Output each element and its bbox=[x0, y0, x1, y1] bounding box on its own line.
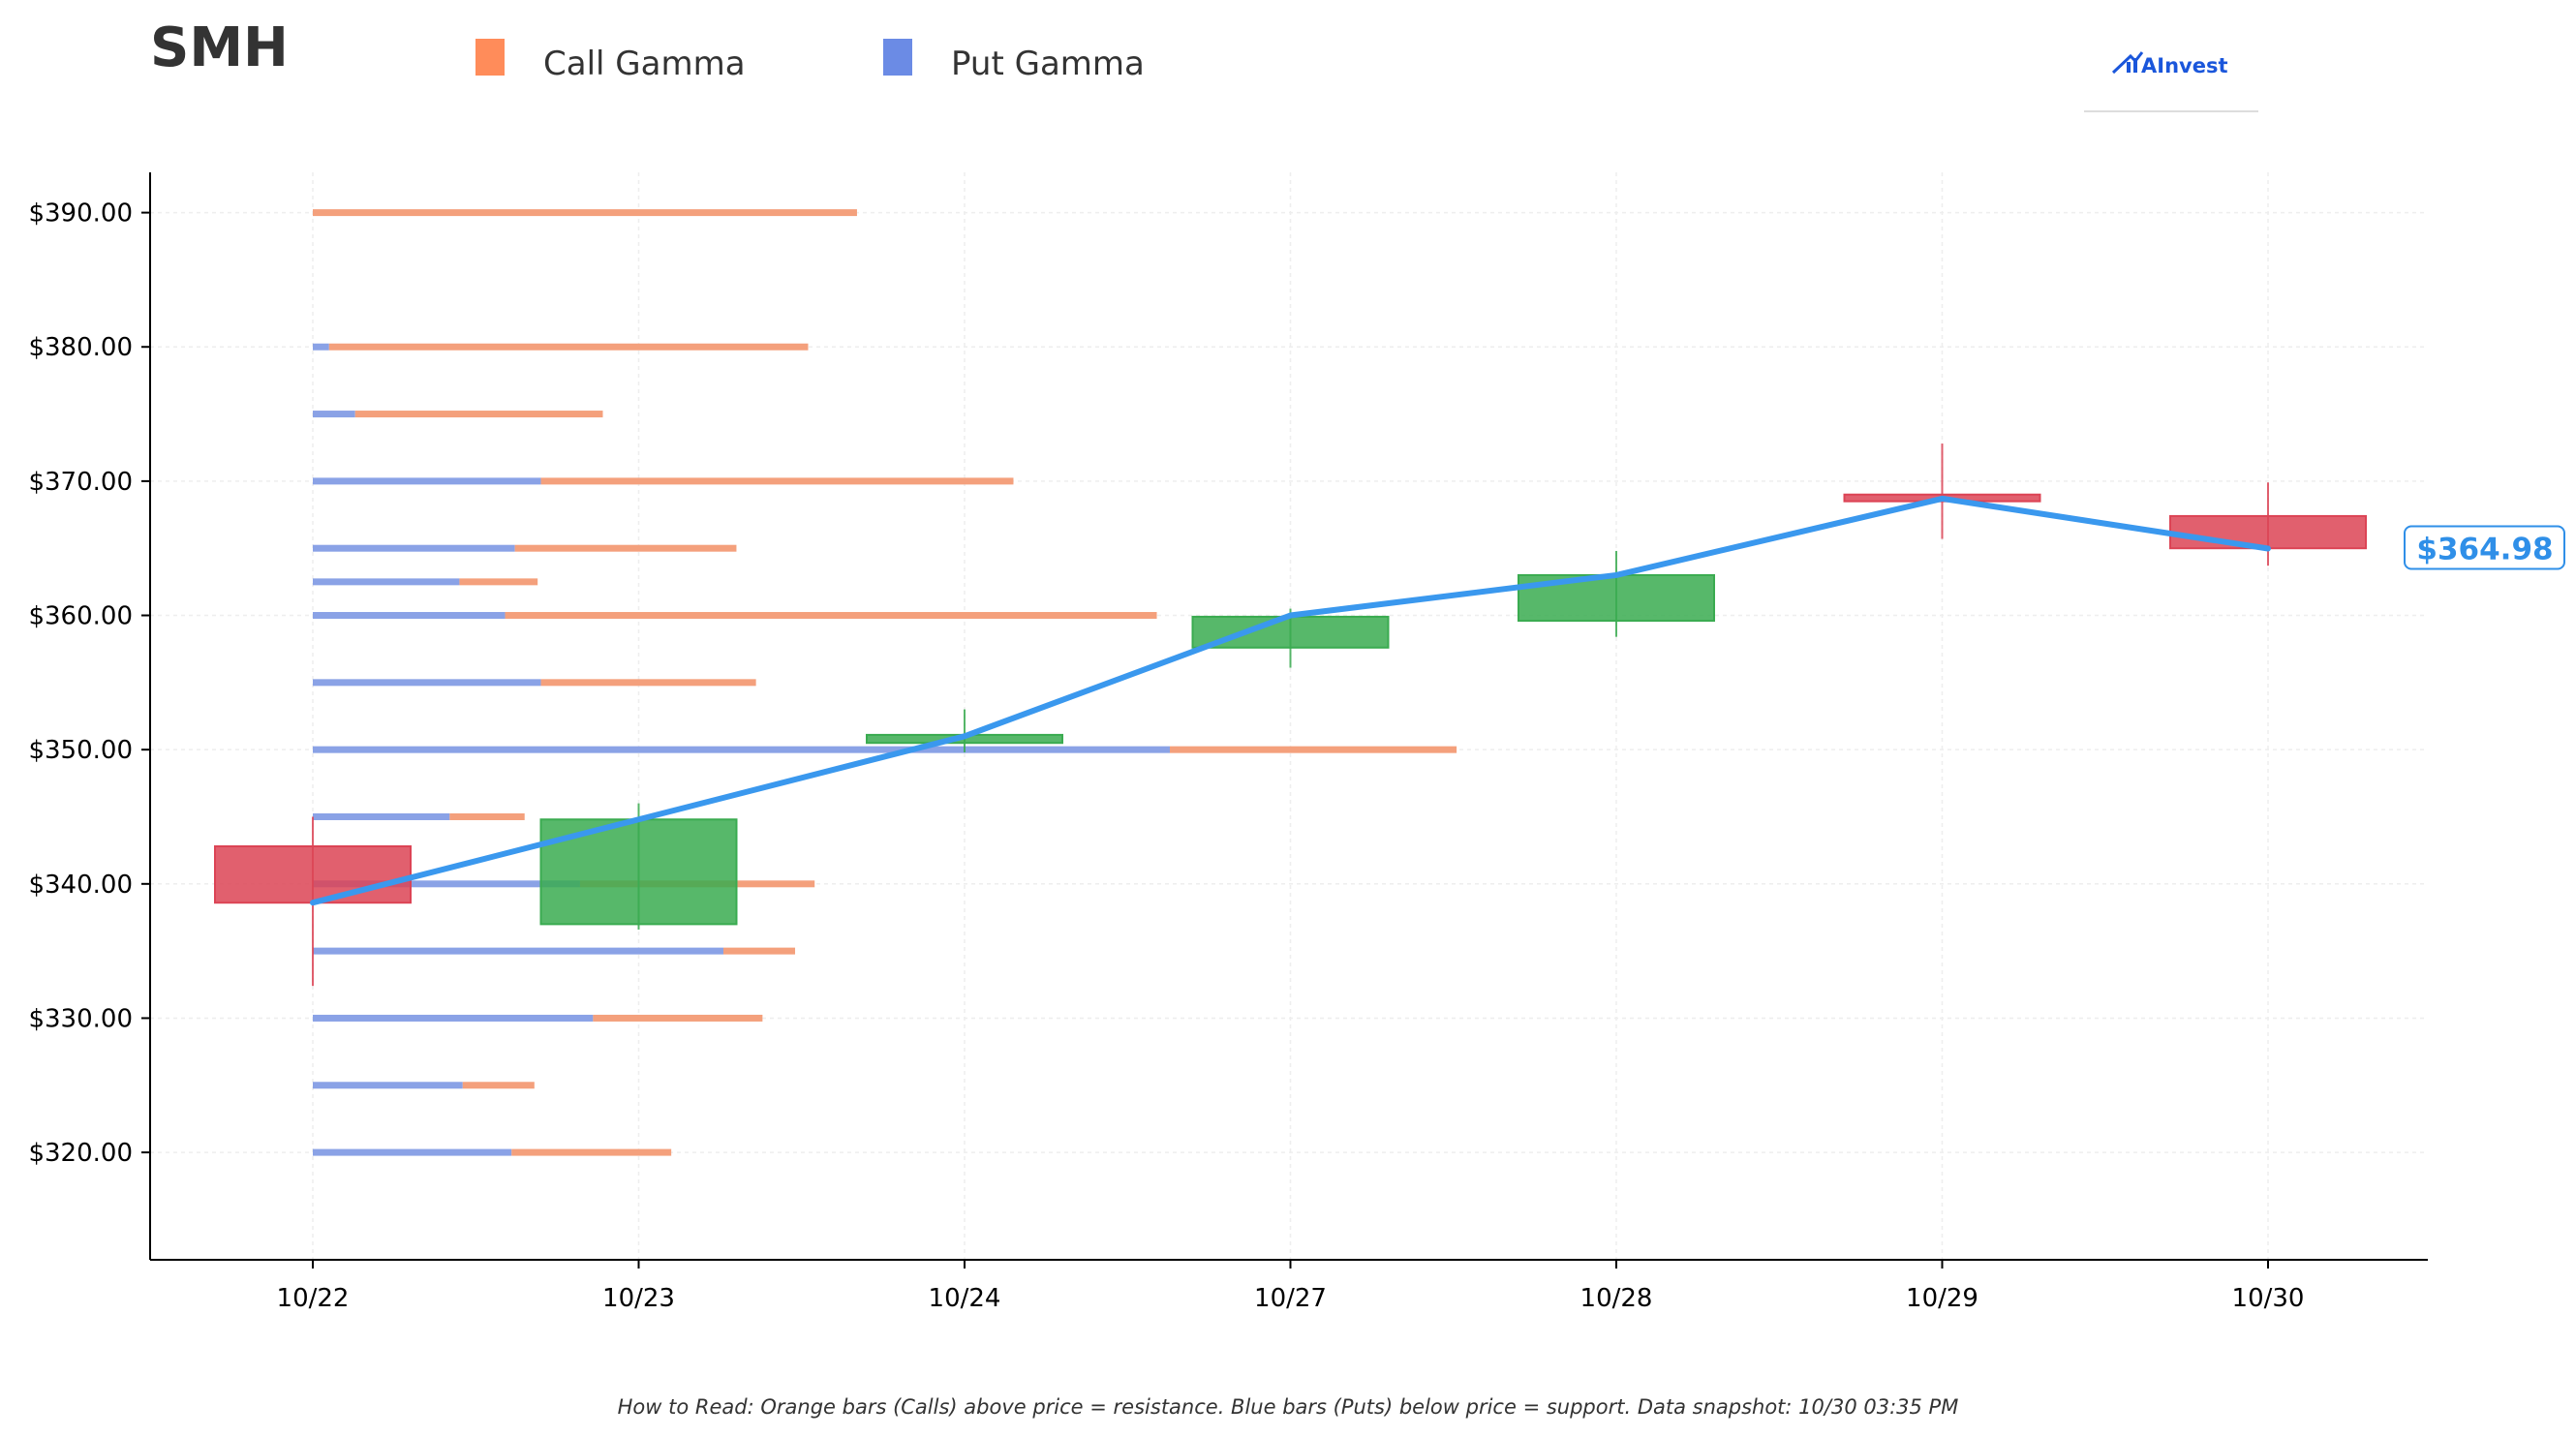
x-tick-label: 10/24 bbox=[929, 1284, 1001, 1313]
axes: $320.00 $330.00 $340.00 $350.00 $360.00 $370.… bbox=[28, 172, 2428, 1313]
x-tick-label: 10/27 bbox=[1254, 1284, 1327, 1313]
price-tag-label: $364.98 bbox=[2416, 532, 2553, 566]
legend-swatch-put bbox=[883, 39, 912, 76]
call-gamma-bar bbox=[354, 411, 603, 418]
put-gamma-bar bbox=[313, 612, 506, 620]
put-gamma-bar bbox=[313, 1148, 512, 1156]
y-tick-label: $350.00 bbox=[28, 736, 133, 765]
price-line-group bbox=[310, 495, 2271, 906]
put-gamma-bar bbox=[313, 947, 723, 955]
call-gamma-bar bbox=[1169, 746, 1457, 753]
price-line bbox=[310, 495, 2271, 906]
y-tick-label: $390.00 bbox=[28, 199, 133, 229]
put-gamma-bar bbox=[313, 477, 541, 485]
call-gamma-bar bbox=[540, 679, 756, 687]
legend-swatch-call bbox=[475, 39, 505, 76]
grid bbox=[150, 172, 2428, 1260]
y-tick-label: $330.00 bbox=[28, 1004, 133, 1033]
call-gamma-bar bbox=[313, 209, 857, 217]
put-gamma-bar bbox=[313, 1082, 463, 1089]
chart-logo-icon bbox=[2111, 51, 2144, 75]
call-gamma-bar bbox=[593, 1014, 763, 1022]
candle-body bbox=[214, 844, 412, 904]
call-gamma-bar bbox=[514, 544, 737, 552]
x-tick-label: 10/29 bbox=[1906, 1284, 1978, 1313]
y-tick-label: $340.00 bbox=[28, 871, 133, 900]
put-gamma-bar bbox=[313, 578, 460, 586]
put-gamma-bar bbox=[313, 880, 580, 888]
put-gamma-bar bbox=[313, 544, 515, 552]
y-tick-label: $380.00 bbox=[28, 333, 133, 362]
legend: Call Gamma Put Gamma bbox=[475, 39, 1145, 83]
y-tick-label: $320.00 bbox=[28, 1139, 133, 1168]
how-to-read-note: How to Read: Orange bars (Calls) above p… bbox=[618, 1395, 1959, 1419]
put-gamma-bar bbox=[313, 411, 355, 418]
price-tag-box bbox=[2404, 525, 2565, 570]
call-gamma-bar bbox=[540, 477, 1014, 485]
x-tick-label: 10/30 bbox=[2232, 1284, 2305, 1313]
x-tick-label: 10/22 bbox=[277, 1284, 350, 1313]
y-tick-label: $370.00 bbox=[28, 468, 133, 497]
ticker-title: SMH bbox=[150, 16, 289, 79]
put-gamma-bar bbox=[313, 679, 541, 687]
call-gamma-bar bbox=[505, 612, 1157, 620]
put-gamma-bar bbox=[313, 812, 450, 820]
put-gamma-bar bbox=[313, 746, 1170, 753]
call-gamma-bar bbox=[462, 1082, 535, 1089]
call-gamma-bar bbox=[511, 1148, 672, 1156]
legend-label-call: Call Gamma bbox=[543, 45, 746, 83]
current-price-tag: $364.98 bbox=[2404, 525, 2565, 570]
brand-logo: AInvest bbox=[2084, 51, 2258, 112]
call-gamma-bar bbox=[449, 812, 525, 820]
x-tick-label: 10/23 bbox=[602, 1284, 675, 1313]
put-gamma-bar bbox=[313, 343, 329, 351]
brand-name: AInvest bbox=[2141, 54, 2228, 77]
put-gamma-bar bbox=[313, 1014, 594, 1022]
gamma-bars bbox=[313, 209, 1457, 1156]
call-gamma-bar bbox=[328, 343, 809, 351]
y-tick-label: $360.00 bbox=[28, 602, 133, 631]
call-gamma-bar bbox=[459, 578, 538, 586]
call-gamma-bar bbox=[722, 947, 796, 955]
x-tick-label: 10/28 bbox=[1580, 1284, 1653, 1313]
candle-body bbox=[2169, 514, 2367, 550]
legend-label-put: Put Gamma bbox=[951, 45, 1145, 83]
